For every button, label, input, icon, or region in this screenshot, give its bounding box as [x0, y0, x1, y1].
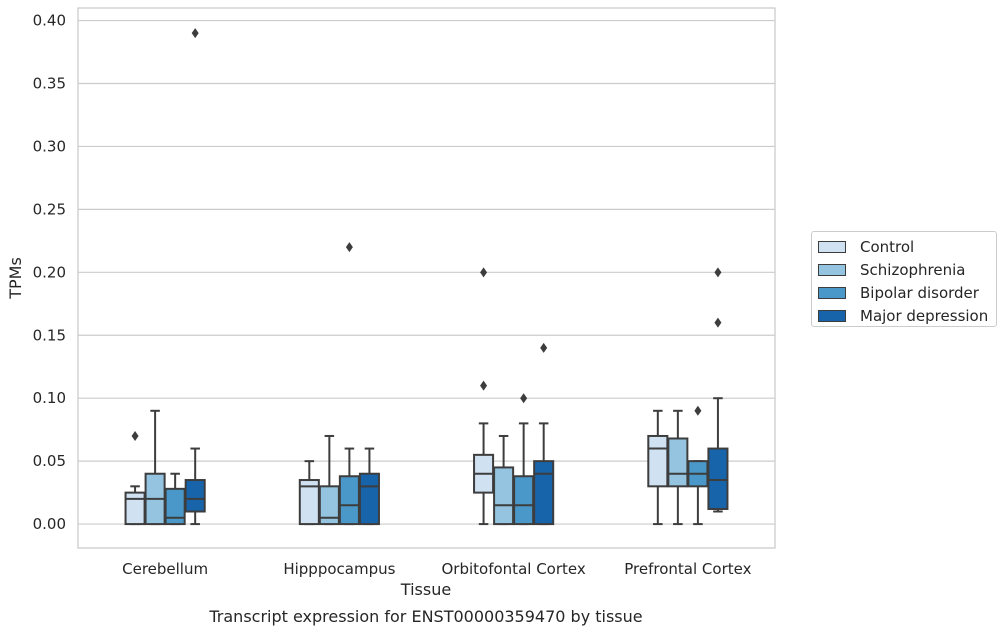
x-tick-label: Prefrontal Cortex	[624, 560, 751, 578]
box-body	[358, 472, 380, 526]
x-tick-label: Hipppocampus	[283, 560, 395, 578]
legend-item-schizophrenia: Schizophrenia	[818, 258, 996, 281]
box-hipppocampus-control	[298, 460, 320, 526]
outlier-point	[480, 267, 488, 278]
x-axis-label: Tissue	[400, 580, 451, 599]
legend-label-bipolar-disorder: Bipolar disorder	[860, 283, 979, 302]
legend-swatch-bipolar-disorder	[818, 286, 846, 299]
box-body	[667, 437, 689, 488]
y-tick-label: 0.25	[33, 200, 66, 218]
box-body	[513, 475, 535, 526]
box-body	[647, 434, 669, 488]
box-body	[164, 487, 186, 526]
box-body	[318, 485, 340, 526]
chart-caption: Transcript expression for ENST0000035947…	[208, 607, 642, 626]
box-prefrontal-cortex-major-depression	[707, 267, 729, 513]
box-body	[493, 466, 515, 526]
box-prefrontal-cortex-schizophrenia	[667, 409, 689, 526]
y-tick-label: 0.05	[33, 452, 66, 470]
legend-item-bipolar-disorder: Bipolar disorder	[818, 281, 996, 304]
outlier-point	[480, 380, 488, 391]
legend-label-schizophrenia: Schizophrenia	[860, 260, 966, 279]
outlier-point	[131, 430, 139, 441]
y-tick-label: 0.30	[33, 137, 66, 155]
box-body	[533, 460, 555, 526]
box-cerebellum-major-depression	[184, 28, 206, 526]
outlier-point	[345, 242, 353, 253]
box-cerebellum-schizophrenia	[144, 409, 166, 526]
box-body	[707, 447, 729, 510]
y-tick-label: 0.10	[33, 389, 66, 407]
legend-label-control: Control	[860, 237, 915, 256]
box-body	[298, 479, 320, 526]
box-cerebellum-bipolar-disorder	[164, 472, 186, 526]
y-tick-label: 0.00	[33, 515, 66, 533]
box-orbitofontal-cortex-schizophrenia	[493, 434, 515, 526]
legend: Control Schizophrenia Bipolar disorder M…	[811, 231, 997, 327]
box-cerebellum-control	[124, 430, 146, 526]
outlier-point	[714, 267, 722, 278]
box-orbitofontal-cortex-bipolar-disorder	[513, 393, 535, 526]
x-tick-label: Orbitofontal Cortex	[442, 560, 586, 578]
y-axis-label: TPMs	[6, 257, 25, 300]
y-tick-label: 0.20	[33, 263, 66, 281]
outlier-point	[540, 342, 548, 353]
y-tick-label: 0.15	[33, 326, 66, 344]
box-body	[184, 479, 206, 513]
box-hipppocampus-bipolar-disorder	[338, 242, 360, 526]
box-hipppocampus-schizophrenia	[318, 434, 340, 526]
x-tick-labels: Cerebellum Hipppocampus Orbitofontal Corte…	[122, 560, 751, 578]
legend-swatch-control	[818, 240, 846, 253]
box-body	[338, 475, 360, 526]
legend-item-major-depression: Major depression	[818, 304, 996, 327]
y-tick-labels: 0.00 0.05 0.10 0.15 0.20 0.25 0.30 0.35 0.40	[33, 12, 66, 533]
outlier-point	[714, 317, 722, 328]
y-tick-label: 0.35	[33, 75, 66, 93]
legend-label-major-depression: Major depression	[860, 306, 989, 325]
outlier-point	[520, 393, 528, 404]
y-tick-label: 0.40	[33, 12, 66, 30]
box-body	[124, 491, 146, 526]
x-tick-label: Cerebellum	[122, 560, 208, 578]
box-orbitofontal-cortex-control	[473, 267, 495, 526]
legend-swatch-major-depression	[818, 309, 846, 322]
box-prefrontal-cortex-control	[647, 409, 669, 526]
legend-item-control: Control	[818, 235, 996, 258]
outlier-point	[191, 28, 199, 39]
legend-swatch-schizophrenia	[818, 263, 846, 276]
box-groups	[124, 28, 729, 526]
outlier-point	[694, 405, 702, 416]
box-prefrontal-cortex-bipolar-disorder	[687, 405, 709, 526]
box-orbitofontal-cortex-major-depression	[533, 342, 555, 526]
box-hipppocampus-major-depression	[358, 447, 380, 526]
